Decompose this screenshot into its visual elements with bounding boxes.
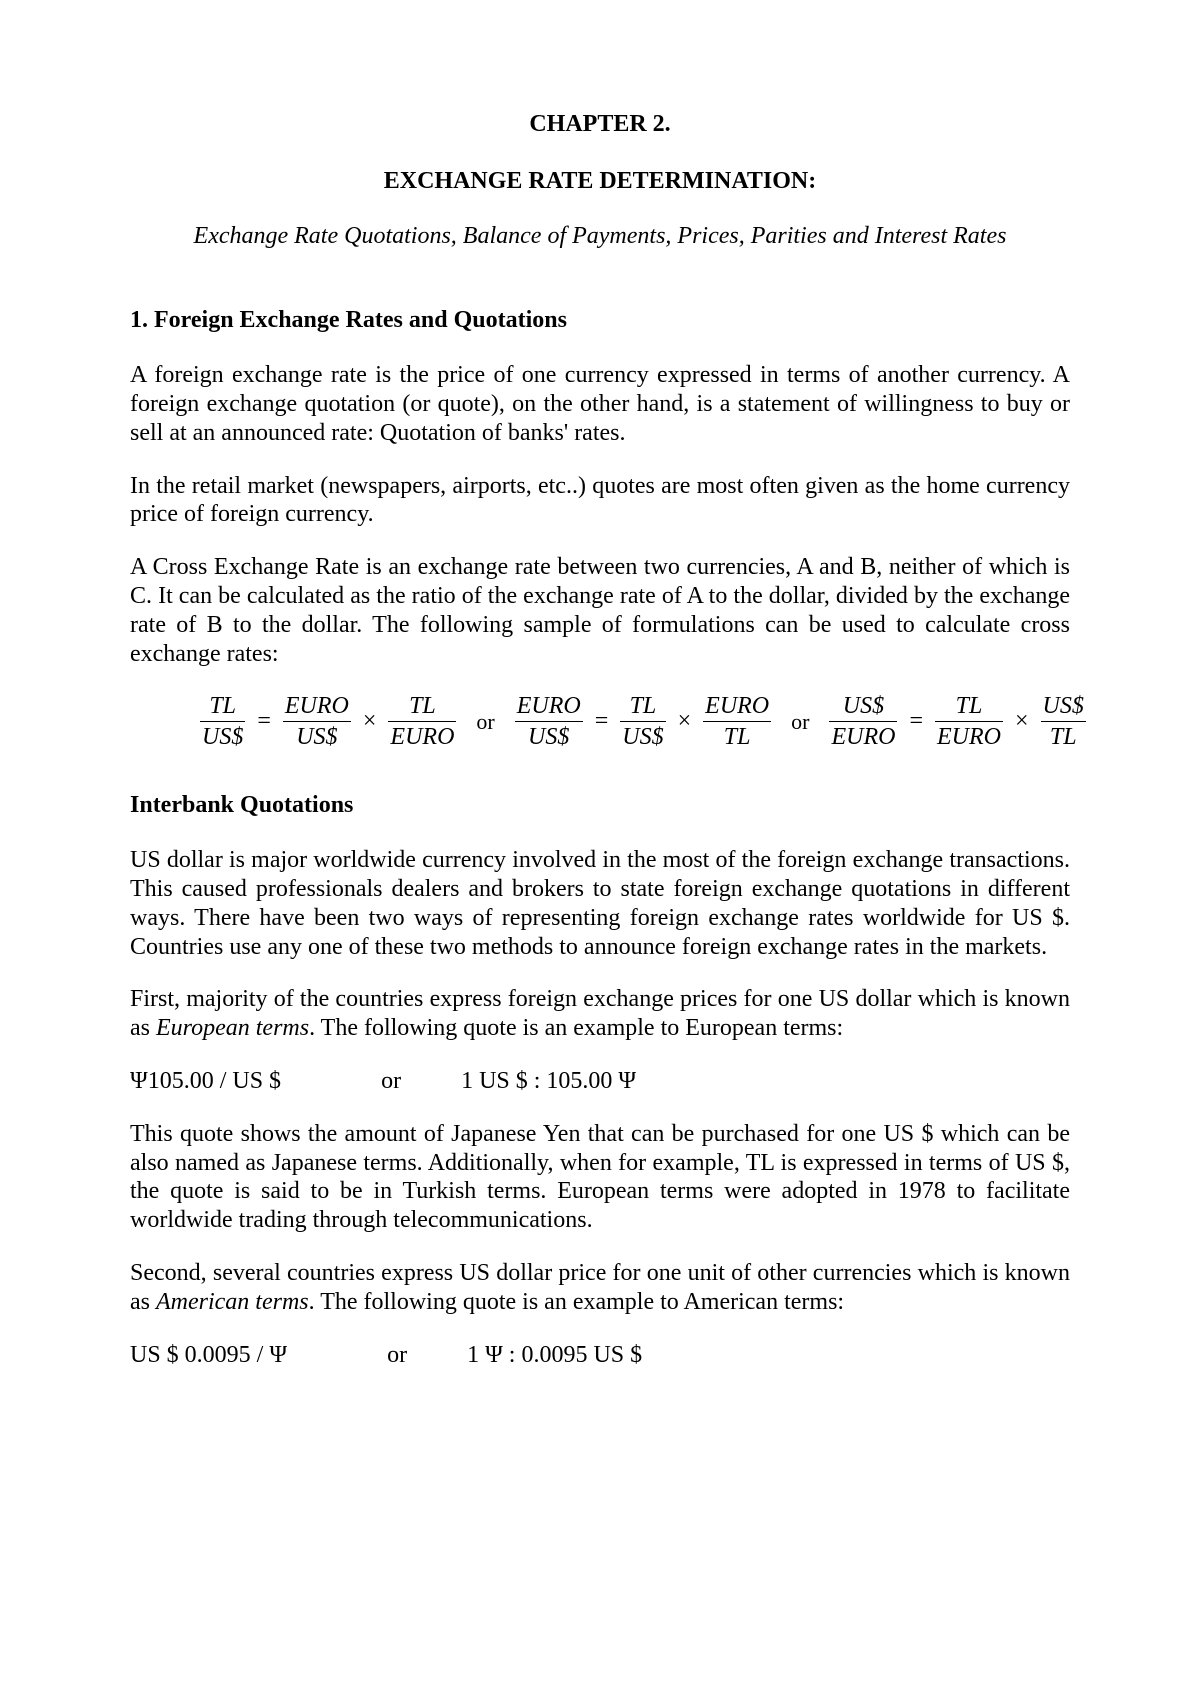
times-op: × bbox=[361, 707, 379, 736]
fraction-tl-us: TL US$ bbox=[200, 692, 245, 751]
times-op: × bbox=[676, 707, 694, 736]
quote2-right: 1 Ψ : 0.0095 US $ bbox=[467, 1342, 642, 1368]
chapter-label: CHAPTER 2. bbox=[130, 110, 1070, 139]
fraction-tl-us-2: TL US$ bbox=[620, 692, 665, 751]
quote1-or: or bbox=[381, 1068, 401, 1094]
times-op: × bbox=[1013, 707, 1031, 736]
main-title: EXCHANGE RATE DETERMINATION: bbox=[130, 167, 1070, 196]
fraction-euro-tl: EURO TL bbox=[703, 692, 771, 751]
para7-post: . The following quote is an example to A… bbox=[309, 1289, 844, 1315]
document-page: CHAPTER 2. EXCHANGE RATE DETERMINATION: … bbox=[0, 0, 1200, 1698]
para5-post: . The following quote is an example to E… bbox=[309, 1015, 843, 1041]
paragraph-4: US dollar is major worldwide currency in… bbox=[130, 846, 1070, 961]
european-terms-quote: Ψ105.00 / US $ or 1 US $ : 105.00 Ψ bbox=[130, 1067, 1070, 1096]
quote1-left: Ψ105.00 / US $ bbox=[130, 1068, 281, 1094]
paragraph-1: A foreign exchange rate is the price of … bbox=[130, 361, 1070, 447]
equals-op: = bbox=[255, 707, 273, 736]
para5-emphasis: European terms bbox=[156, 1015, 309, 1041]
paragraph-3: A Cross Exchange Rate is an exchange rat… bbox=[130, 553, 1070, 668]
fraction-euro-us: EURO US$ bbox=[283, 692, 351, 751]
paragraph-7: Second, several countries express US dol… bbox=[130, 1259, 1070, 1317]
section-heading-1: 1. Foreign Exchange Rates and Quotations bbox=[130, 306, 1070, 335]
paragraph-2: In the retail market (newspapers, airpor… bbox=[130, 472, 1070, 530]
american-terms-quote: US $ 0.0095 / Ψ or 1 Ψ : 0.0095 US $ bbox=[130, 1341, 1070, 1370]
fraction-euro-us-2: EURO US$ bbox=[515, 692, 583, 751]
or-conj: or bbox=[466, 709, 504, 735]
quote1-right: 1 US $ : 105.00 Ψ bbox=[461, 1068, 636, 1094]
fraction-tl-euro: TL EURO bbox=[388, 692, 456, 751]
fraction-us-euro: US$ EURO bbox=[829, 692, 897, 751]
quote2-or: or bbox=[387, 1342, 407, 1368]
paragraph-6: This quote shows the amount of Japanese … bbox=[130, 1120, 1070, 1235]
para7-emphasis: American terms bbox=[156, 1289, 309, 1315]
subtitle: Exchange Rate Quotations, Balance of Pay… bbox=[130, 222, 1070, 251]
equals-op: = bbox=[907, 707, 925, 736]
fraction-tl-euro-2: TL EURO bbox=[935, 692, 1003, 751]
cross-rate-formula: TL US$ = EURO US$ × TL EURO or EURO US$ bbox=[200, 692, 1070, 751]
quote2-left: US $ 0.0095 / Ψ bbox=[130, 1342, 287, 1368]
paragraph-5: First, majority of the countries express… bbox=[130, 985, 1070, 1043]
equals-op: = bbox=[593, 707, 611, 736]
fraction-us-tl: US$ TL bbox=[1041, 692, 1086, 751]
or-conj: or bbox=[781, 709, 819, 735]
section-heading-2: Interbank Quotations bbox=[130, 791, 1070, 820]
